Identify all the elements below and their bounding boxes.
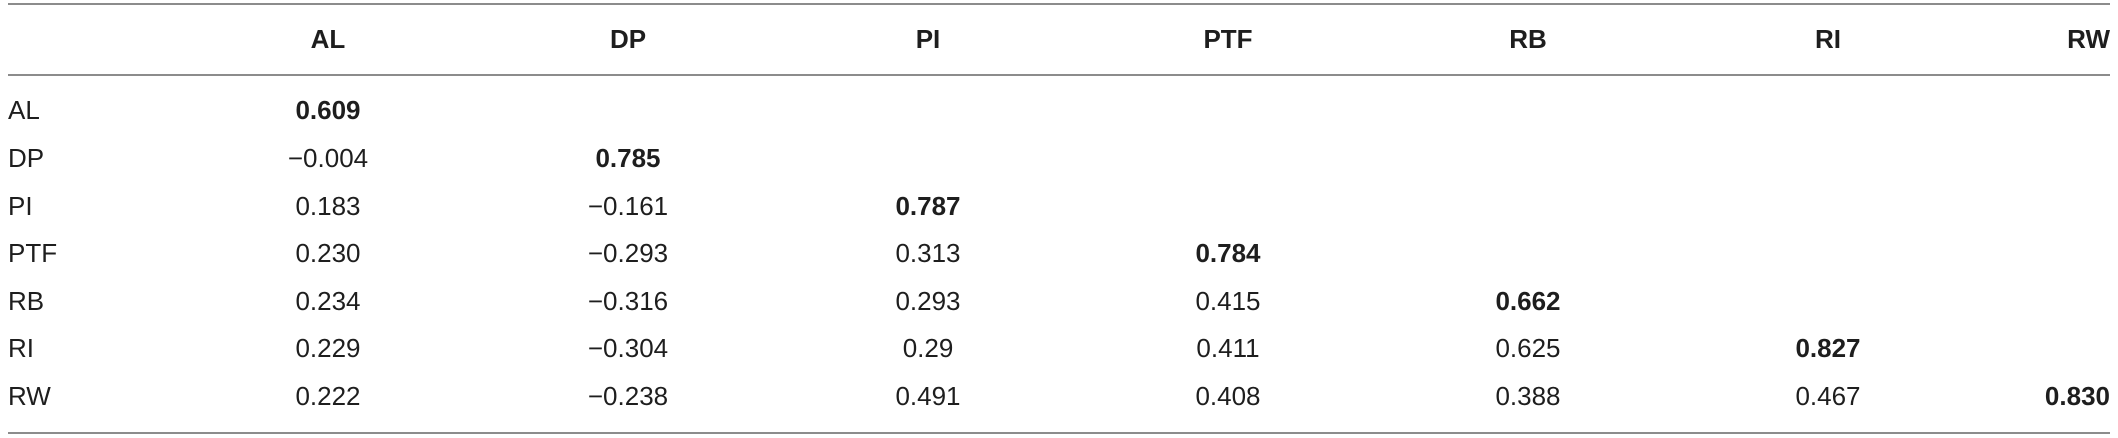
column-header-dp: DP <box>609 24 647 54</box>
header-row: AL DP PI PTF RB RI RW <box>8 5 2110 74</box>
row-label: RB <box>8 285 45 316</box>
header-rule <box>8 74 2110 76</box>
table-cell: −0.304 <box>587 333 669 364</box>
table-cell <box>1378 183 1678 231</box>
table-cell <box>1978 230 2110 278</box>
table-row: PI 0.183 −0.161 0.787 <box>8 183 2110 231</box>
table-cell: 0.827 <box>1795 333 1861 364</box>
row-label: RW <box>8 380 51 411</box>
table-cell: 0.388 <box>1495 380 1561 411</box>
table-cell <box>1978 278 2110 326</box>
table-cell: −0.238 <box>587 380 669 411</box>
table-row: AL 0.609 <box>8 74 2110 135</box>
table-cell: −0.316 <box>587 285 669 316</box>
table-cell: 0.491 <box>895 380 961 411</box>
table-cell <box>1678 183 1978 231</box>
table-cell <box>1978 74 2110 135</box>
table-cell: 0.234 <box>295 285 361 316</box>
table-cell: 0.830 <box>2044 380 2110 411</box>
table-cell <box>478 74 778 135</box>
table-cell <box>1978 135 2110 183</box>
bottom-rule <box>8 432 2110 434</box>
table-cell: 0.787 <box>895 190 961 221</box>
table-row: RW 0.222 −0.238 0.491 0.408 0.388 0.467 0.830 <box>8 373 2110 421</box>
table-cell: 0.625 <box>1495 333 1561 364</box>
table-cell <box>1678 74 1978 135</box>
table-cell <box>1678 230 1978 278</box>
table-cell: −0.004 <box>287 143 369 174</box>
matrix-table: AL DP PI PTF RB RI RW AL 0.609 DP −0.004 0.7… <box>8 5 2110 420</box>
table-cell: 0.408 <box>1195 380 1261 411</box>
table-cell: 0.784 <box>1195 238 1261 269</box>
table-cell <box>1678 278 1978 326</box>
column-header-al: AL <box>310 24 346 54</box>
column-header-empty <box>8 5 178 74</box>
column-header-ri: RI <box>1815 24 1841 54</box>
table-cell: 0.229 <box>295 333 361 364</box>
row-label: RI <box>8 333 34 364</box>
table-cell <box>1078 183 1378 231</box>
table-cell: 0.785 <box>595 143 661 174</box>
table-cell: 0.662 <box>1495 285 1561 316</box>
table-cell: 0.415 <box>1195 285 1261 316</box>
table-cell: 0.313 <box>895 238 961 269</box>
table-cell <box>1678 135 1978 183</box>
table-row: PTF 0.230 −0.293 0.313 0.784 <box>8 230 2110 278</box>
row-label: DP <box>8 143 45 174</box>
table-cell: −0.161 <box>587 190 669 221</box>
table-row: DP −0.004 0.785 <box>8 135 2110 183</box>
table-cell: −0.293 <box>587 238 669 269</box>
table-cell <box>778 135 1078 183</box>
table-row: RB 0.234 −0.316 0.293 0.415 0.662 <box>8 278 2110 326</box>
table-cell: 0.230 <box>295 238 361 269</box>
table-cell: 0.467 <box>1795 380 1861 411</box>
table-cell <box>1078 135 1378 183</box>
table-cell: 0.29 <box>902 333 954 364</box>
table-cell: 0.293 <box>895 285 961 316</box>
table-cell: 0.411 <box>1196 333 1260 364</box>
column-header-pi: PI <box>915 24 941 54</box>
row-label: PI <box>8 190 33 221</box>
table-cell: 0.609 <box>295 95 361 125</box>
table-row: RI 0.229 −0.304 0.29 0.411 0.625 0.827 <box>8 325 2110 373</box>
table-cell <box>1978 325 2110 373</box>
table-cell <box>1378 230 1678 278</box>
row-label: AL <box>8 95 40 125</box>
table-cell <box>1378 135 1678 183</box>
table-cell: 0.222 <box>295 380 361 411</box>
table-cell <box>1078 74 1378 135</box>
column-header-rb: RB <box>1509 24 1547 54</box>
top-rule <box>8 3 2110 5</box>
table-cell: 0.183 <box>295 190 361 221</box>
table-cell <box>1378 74 1678 135</box>
table-cell <box>1978 183 2110 231</box>
table-cell <box>778 74 1078 135</box>
row-label: PTF <box>8 238 58 269</box>
column-header-rw: RW <box>2067 24 2110 54</box>
column-header-ptf: PTF <box>1203 24 1253 54</box>
